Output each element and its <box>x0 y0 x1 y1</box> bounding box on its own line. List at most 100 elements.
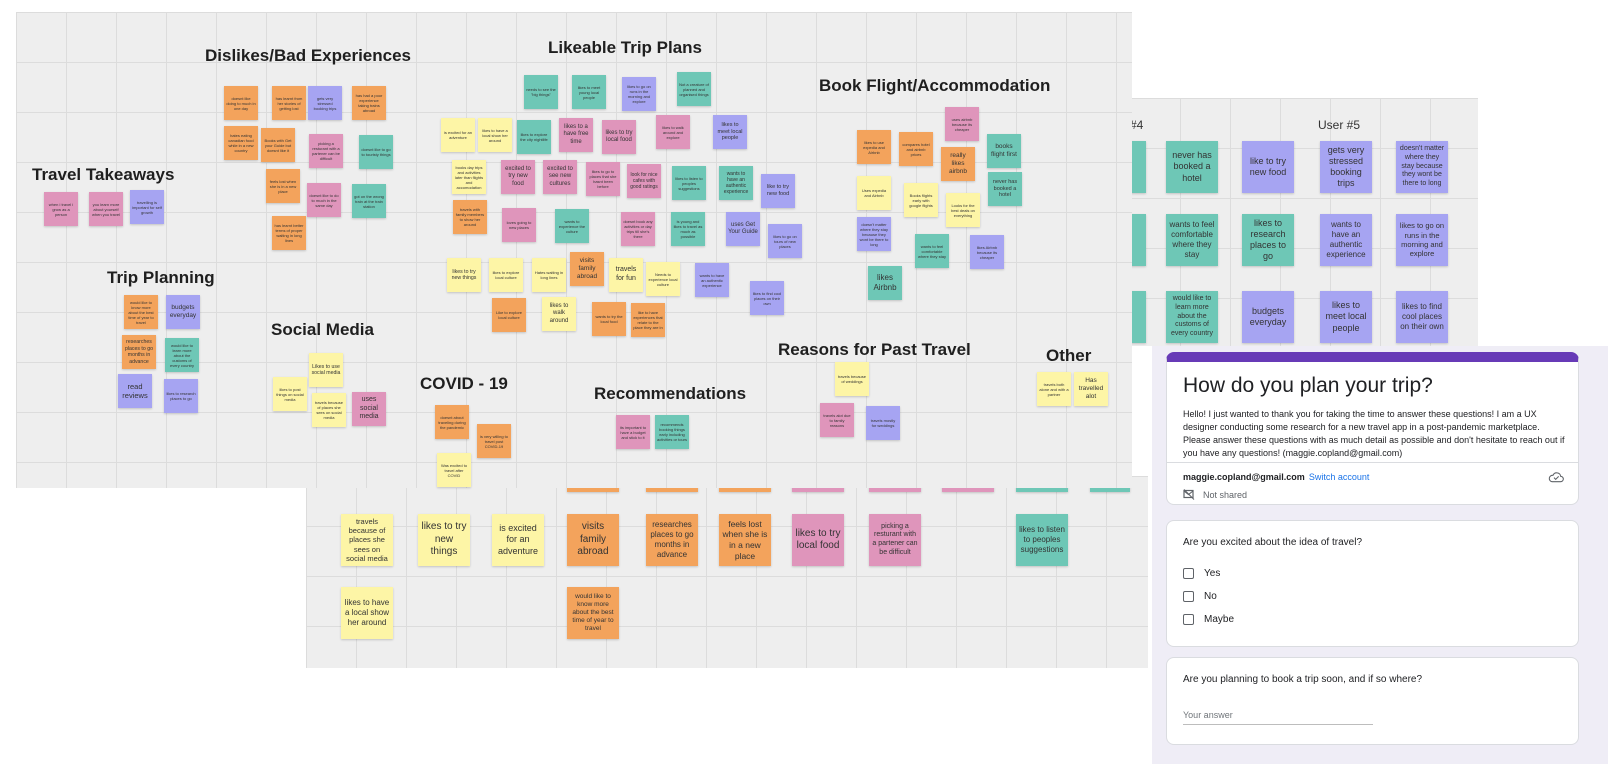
sticky-note[interactable]: wants to try the local food <box>592 302 626 336</box>
sticky-note[interactable]: really likes airbnb <box>941 147 975 181</box>
sticky-note[interactable]: likes to find cool places on their own <box>1396 291 1448 343</box>
sticky-note[interactable]: wants to feel comfortable where they sta… <box>1166 214 1218 266</box>
sticky-note[interactable]: wants to experience the culture <box>555 209 589 243</box>
sticky-note[interactable]: likes to use expedia and Airbnb <box>857 130 891 164</box>
checkbox[interactable] <box>1183 614 1194 625</box>
sticky-note[interactable]: Books with Get your Guide but doesnt lik… <box>261 128 295 162</box>
sticky-note[interactable]: visits family abroad <box>567 514 619 566</box>
sticky-note[interactable]: Uses expedia and Airbnb <box>857 176 891 210</box>
sticky-note[interactable]: likes to walk around <box>542 297 576 331</box>
sticky-note[interactable]: researches places to go months in advanc… <box>646 514 698 566</box>
sticky-note[interactable]: look for nice cafes with good ratings <box>627 164 661 198</box>
sticky-note[interactable]: uses Get Your Guide <box>726 212 760 246</box>
sticky-note[interactable]: travelling is important for self growth <box>130 190 164 224</box>
sticky-note[interactable]: would like to know more about the best t… <box>567 587 619 639</box>
sticky-note[interactable]: feels lost when she is in a new place <box>266 169 300 203</box>
sticky-note[interactable]: loves going to new places <box>502 208 536 242</box>
sticky-note[interactable]: researches places to go months in advanc… <box>122 335 156 369</box>
sticky-note[interactable]: likes to explore local culture <box>489 258 523 292</box>
sticky-note[interactable]: likes to research places to go <box>1242 214 1294 266</box>
sticky-note[interactable]: wants to feel comfortable where they sta… <box>915 234 949 268</box>
sticky-note[interactable]: Needs to experience local culture <box>646 262 680 296</box>
sticky-note[interactable]: when i travel i grow as a person <box>44 192 78 226</box>
sticky-note[interactable]: read reviews <box>118 374 152 408</box>
sticky-note[interactable]: budgets everyday <box>166 295 200 329</box>
sticky-note[interactable]: wants to have an authentic experience <box>1320 214 1372 266</box>
sticky-note[interactable]: likes to go to places that she hasnt bee… <box>586 162 620 196</box>
sticky-note[interactable]: has learnt better terms of proper waitin… <box>272 216 306 250</box>
sticky-note[interactable]: books flight first <box>987 134 1021 168</box>
sticky-note[interactable]: likes to have a local show her around <box>478 118 512 152</box>
sticky-note[interactable]: recommends booking things early includin… <box>655 415 689 449</box>
sticky-note[interactable]: gets very stressed booking trips <box>308 86 342 120</box>
sticky-note[interactable]: doesnt like to do to much in the same da… <box>307 183 341 217</box>
sticky-note[interactable]: visits family abroad <box>570 252 604 286</box>
sticky-note[interactable]: like to try new food <box>761 174 795 208</box>
sticky-note[interactable]: Likes to use social media <box>309 353 343 387</box>
sticky-note[interactable]: travels mostly for weddings <box>866 406 900 440</box>
sticky-note[interactable]: its important to have a budget and stick… <box>616 415 650 449</box>
sticky-note[interactable]: Not a creature of planned and organised … <box>677 72 711 106</box>
sticky-note[interactable]: has learnt from her stories of getting l… <box>272 86 306 120</box>
sticky-note[interactable]: never has booked a hotel <box>988 172 1022 206</box>
sticky-note[interactable]: travels because of weddings <box>835 362 869 396</box>
sticky-note[interactable]: Books flights early with google flights <box>904 183 938 217</box>
sticky-note[interactable]: likes to explore the city nightlife <box>517 120 551 154</box>
sticky-note[interactable]: excited to try new food <box>501 160 535 194</box>
sticky-note[interactable]: never has booked a hotel <box>1166 141 1218 193</box>
sticky-note[interactable]: likes to try new things <box>447 258 481 292</box>
sticky-note[interactable]: has had a poor experience taking trains … <box>352 86 386 120</box>
sticky-note[interactable]: doesn't matter where they stay because t… <box>1396 141 1448 193</box>
sticky-note[interactable]: excited to see new cultures <box>543 160 577 194</box>
sticky-note[interactable]: likes to go on runs in the morning and e… <box>622 77 656 111</box>
answer-input[interactable]: Your answer <box>1183 710 1373 725</box>
sticky-note[interactable]: is young and likes to travel as much as … <box>671 212 705 246</box>
switch-account-link[interactable]: Switch account <box>1308 472 1370 482</box>
sticky-note[interactable]: Like to explore local culture <box>492 298 526 332</box>
sticky-note[interactable]: likes to a have free time <box>559 118 593 152</box>
sticky-note[interactable]: likes to meet local people <box>1320 291 1372 343</box>
sticky-note[interactable]: likes to walk around and explore <box>656 115 690 149</box>
sticky-note[interactable]: compares hotel and airbnb prices <box>899 132 933 166</box>
sticky-note[interactable]: wants to have an authentic experience <box>719 166 753 200</box>
sticky-note[interactable]: likes to go on runs in the morning and e… <box>1396 214 1448 266</box>
sticky-note[interactable]: would like to know more about the best t… <box>124 295 158 329</box>
sticky-note[interactable]: feels lost when she is in a new place <box>719 514 771 566</box>
checkbox-option-yes[interactable]: Yes <box>1183 568 1220 579</box>
sticky-note[interactable]: uses airbnb because its cheaper <box>945 107 979 141</box>
sticky-note[interactable]: gets very stressed booking trips <box>1320 141 1372 193</box>
sticky-note[interactable]: uses social media <box>352 392 386 426</box>
sticky-note[interactable]: wants to have an authentic experience <box>695 263 729 297</box>
sticky-note[interactable]: doesnt like to go to touristy things <box>359 135 393 169</box>
sticky-note[interactable]: picking a resturant with a partener can … <box>309 134 343 168</box>
sticky-note[interactable]: travels both alone and with a partner <box>1037 372 1071 406</box>
sticky-note[interactable]: hates eating canadian food while in a ne… <box>224 126 258 160</box>
sticky-note[interactable]: likes to post things on social media <box>273 377 307 411</box>
checkbox[interactable] <box>1183 591 1194 602</box>
sticky-note[interactable]: like to have experiences that relate to … <box>631 303 665 337</box>
sticky-note[interactable]: travels for fun <box>609 258 643 292</box>
sticky-note[interactable]: travels alot due to family reasons <box>820 403 854 437</box>
sticky-note[interactable]: likes to try new things <box>418 514 470 566</box>
cloud-saved-icon[interactable] <box>1548 471 1564 483</box>
sticky-note[interactable]: doesnt like doing to much in one day <box>224 86 258 120</box>
sticky-note[interactable]: likes to try local food <box>602 120 636 154</box>
sticky-note[interactable]: budgets everyday <box>1242 291 1294 343</box>
sticky-note[interactable]: likes to have a local show her around <box>341 587 393 639</box>
sticky-note[interactable]: likes Airbnb <box>868 266 902 300</box>
sticky-note[interactable]: travels with family members to show her … <box>453 200 487 234</box>
sticky-note[interactable]: you learn more about yourself when you t… <box>89 192 123 226</box>
checkbox-option-maybe[interactable]: Maybe <box>1183 614 1234 625</box>
sticky-note[interactable]: likes to go on tours of new places <box>768 224 802 258</box>
sticky-note[interactable]: is excited for an adventure <box>492 514 544 566</box>
sticky-note[interactable]: picking a resturant with a partener can … <box>869 514 921 566</box>
sticky-note[interactable]: likes to meet local people <box>713 115 747 149</box>
sticky-note[interactable]: doesnt about traveling during the pandem… <box>435 405 469 439</box>
sticky-note[interactable]: Hates waiting in long lines <box>532 258 566 292</box>
sticky-note[interactable]: likes to research places to go <box>164 379 198 413</box>
sticky-note[interactable]: is excited for an adventure <box>441 118 475 152</box>
sticky-note[interactable]: Was excited to travel after COVID <box>437 453 471 487</box>
sticky-note[interactable]: likes to meet young local people <box>572 75 606 109</box>
sticky-note[interactable]: travels because of places she sees on so… <box>341 514 393 566</box>
sticky-note[interactable]: like to try new food <box>1242 141 1294 193</box>
